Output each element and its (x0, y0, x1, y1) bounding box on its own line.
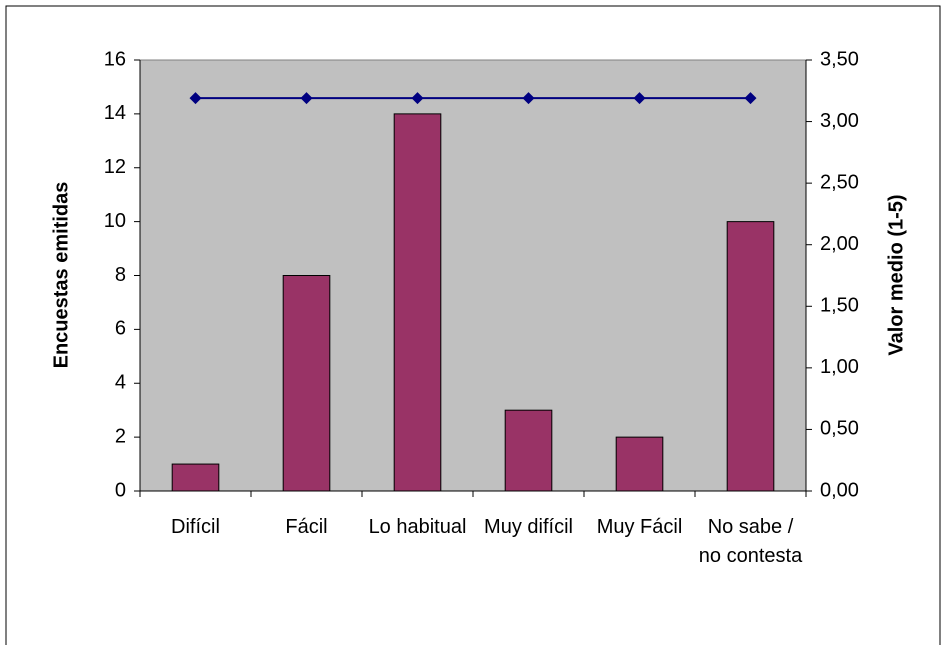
y2-tick-label: 2,50 (820, 171, 859, 193)
y2-tick-label: 2,00 (820, 233, 859, 255)
line-marker (522, 92, 535, 105)
y-tick-label: 14 (104, 102, 126, 124)
x-tick-label: Muy difícil (484, 516, 573, 538)
x-tick-label: Fácil (285, 516, 328, 538)
x-tick-label-box: Muy difícil (484, 516, 573, 538)
bar (615, 436, 664, 492)
bar (282, 275, 331, 492)
bar (504, 409, 553, 492)
line-marker (189, 92, 202, 105)
y2-tick-label: 3,50 (820, 48, 859, 70)
line-marker (744, 92, 757, 105)
y-tick-label: 10 (104, 210, 126, 232)
y2-tick-label: 1,50 (820, 295, 859, 317)
x-tick-label: Difícil (171, 516, 220, 538)
y-tick-label: 2 (115, 425, 126, 447)
y-tick-label: 6 (115, 318, 126, 340)
y-tick-label: 0 (115, 479, 126, 501)
y-axis-label: Encuestas emitidas (50, 182, 72, 369)
x-tick-label-box: Muy Fácil (596, 516, 683, 538)
line-marker (633, 92, 646, 105)
bar (171, 463, 220, 492)
y-tick-label: 4 (115, 372, 126, 394)
x-tick-label-box: Difícil (171, 516, 220, 538)
y2-tick-label: 1,00 (820, 356, 859, 378)
bar (393, 113, 442, 492)
y-tick-label: 8 (115, 264, 126, 286)
line-marker (300, 92, 313, 105)
x-tick-label-box: No sabe / no contesta (698, 516, 803, 567)
x-tick-label: Lo habitual (368, 516, 467, 538)
y2-tick-label: 3,00 (820, 110, 859, 132)
x-tick-label-box: Fácil (285, 516, 328, 538)
y-tick-label: 12 (104, 156, 126, 178)
x-tick-label: Muy Fácil (596, 516, 683, 538)
line-marker (411, 92, 424, 105)
y2-tick-label: 0,50 (820, 418, 859, 440)
bar (726, 221, 775, 492)
x-tick-label: No sabe / no contesta (698, 516, 803, 567)
y2-axis-label: Valor medio (1-5) (885, 194, 907, 355)
y2-tick-label: 0,00 (820, 479, 859, 501)
y-tick-label: 16 (104, 48, 126, 70)
plot-area (139, 59, 807, 492)
x-tick-label-box: Lo habitual (368, 516, 467, 538)
